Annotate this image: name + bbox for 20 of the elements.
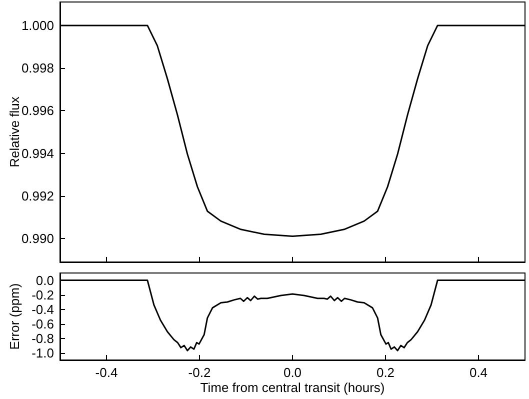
x-tick-label: -0.4 xyxy=(95,365,118,380)
y-tick-label: 0.0 xyxy=(36,272,54,288)
x-tick-label: 0.2 xyxy=(376,365,395,380)
y-tick-label: 0.992 xyxy=(21,188,54,204)
y-tick-label: 1.000 xyxy=(21,18,54,33)
x-axis-title: Time from central transit (hours) xyxy=(200,380,385,395)
y-tick-label: -0.8 xyxy=(32,330,54,346)
y-axis-title: Relative flux xyxy=(7,96,22,168)
y-tick-label: -1.0 xyxy=(32,345,54,360)
x-tick-label: 0.4 xyxy=(469,365,488,380)
y-tick-label: 0.994 xyxy=(21,146,54,161)
y-axis-title: Error (ppm) xyxy=(7,283,22,350)
y-tick-label: -0.4 xyxy=(32,302,54,317)
x-tick-label: 0.0 xyxy=(283,365,302,380)
y-tick-label: 0.998 xyxy=(21,60,54,76)
y-tick-label: -0.2 xyxy=(32,287,54,302)
y-tick-label: -0.6 xyxy=(32,316,54,332)
y-tick-label: 0.996 xyxy=(21,103,54,118)
x-tick-label: -0.2 xyxy=(188,365,211,380)
y-tick-label: 0.990 xyxy=(21,231,54,246)
